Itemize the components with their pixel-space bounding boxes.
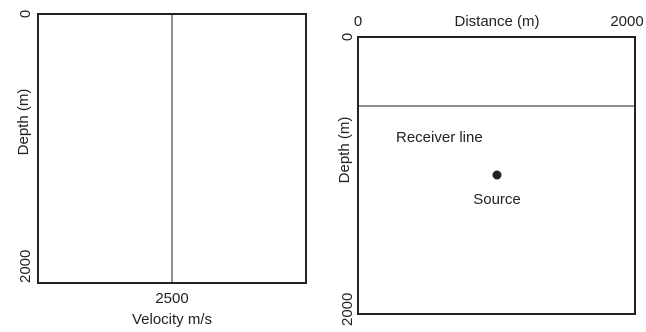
model-panel-y-tick-bottom: 2000 bbox=[339, 293, 356, 326]
model-panel-x-axis-label: Distance (m) bbox=[454, 13, 539, 30]
model-panel-y-tick-top: 0 bbox=[339, 33, 356, 41]
velocity-panel: 0 Depth (m) 2000 2500 Velocity m/s bbox=[15, 10, 307, 328]
model-panel-frame bbox=[357, 36, 636, 315]
velocity-panel-y-tick-bottom: 2000 bbox=[17, 250, 34, 283]
model-panel-x-tick-left: 0 bbox=[354, 13, 362, 30]
velocity-panel-x-tick: 2500 bbox=[155, 290, 188, 307]
model-panel: 0 Distance (m) 2000 0 Depth (m) 2000 Rec… bbox=[336, 13, 644, 326]
model-panel-x-tick-right: 2000 bbox=[610, 13, 643, 30]
velocity-panel-y-tick-top: 0 bbox=[17, 10, 34, 18]
source-point bbox=[492, 170, 502, 180]
velocity-panel-y-axis-label: Depth (m) bbox=[15, 89, 32, 156]
receiver-line-label: Receiver line bbox=[396, 129, 483, 146]
source-label: Source bbox=[473, 191, 521, 208]
velocity-panel-x-axis-label: Velocity m/s bbox=[132, 311, 212, 328]
model-panel-y-axis-label: Depth (m) bbox=[336, 117, 353, 184]
